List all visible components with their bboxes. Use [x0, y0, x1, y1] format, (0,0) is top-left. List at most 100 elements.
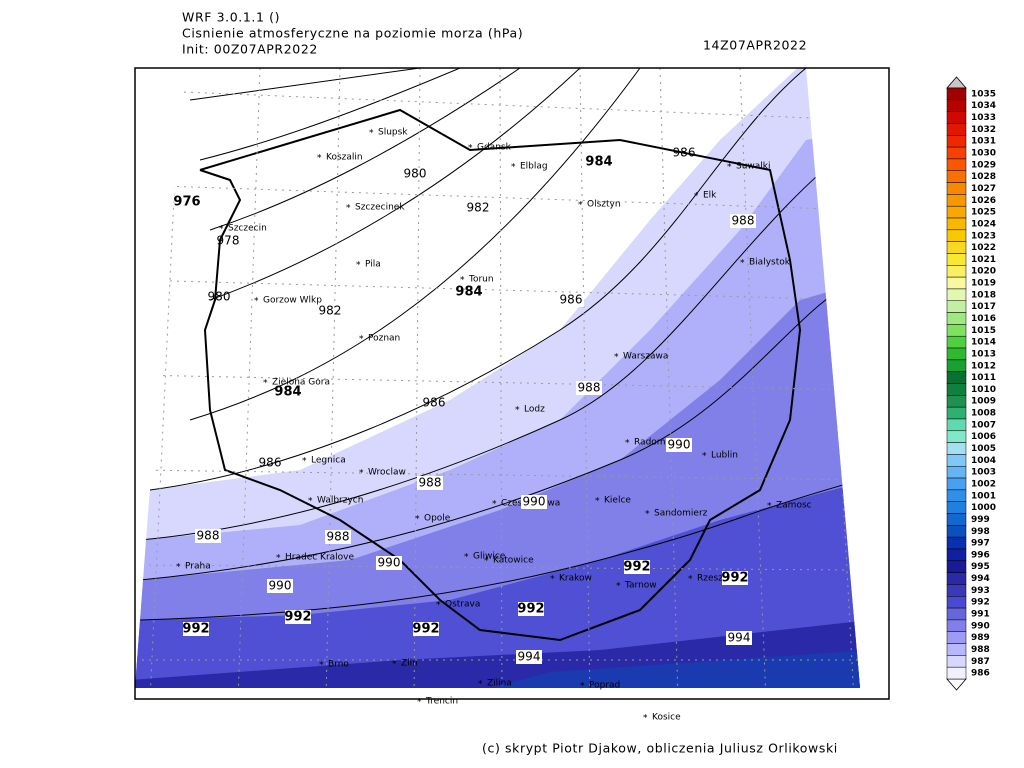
colorbar-label: 992 [971, 598, 990, 608]
contour-label: 978 [217, 234, 240, 248]
colorbar-swatch [946, 560, 967, 573]
graticule-line [135, 564, 860, 571]
contour-label-box [413, 622, 439, 636]
colorbar-swatch [946, 465, 967, 479]
city-label: Olsztyn [587, 200, 621, 210]
city-marker: * [625, 439, 630, 449]
contour-label: 990 [668, 438, 691, 452]
city-marker: * [369, 129, 374, 139]
graticule-line [499, 68, 503, 688]
colorbar-swatch [946, 123, 967, 136]
colorbar-swatch [946, 489, 967, 502]
colorbar-swatch [946, 655, 967, 668]
colorbar-swatch [946, 253, 967, 266]
contour-label-box [521, 495, 547, 509]
contour-label-box [722, 571, 748, 585]
city-marker: * [511, 163, 516, 173]
colorbar-swatch [946, 135, 967, 148]
city-label: Praha [185, 562, 211, 572]
city-label: Zielona Gora [272, 378, 330, 388]
contour-label-box [666, 438, 692, 452]
colorbar-label: 1008 [971, 409, 996, 419]
graticule-line [135, 279, 860, 301]
colorbar-label: 1013 [971, 349, 996, 359]
city-marker: * [550, 575, 555, 585]
city-marker: * [478, 680, 483, 690]
colorbar-label: 1001 [971, 491, 996, 501]
contour-label: 992 [517, 602, 544, 617]
city-label: Kosice [652, 713, 681, 723]
city-label: Opole [424, 514, 451, 524]
city-marker: * [319, 661, 324, 671]
colorbar-label: 989 [971, 633, 990, 643]
colorbar-swatch [946, 312, 967, 325]
colorbar-label: 1026 [971, 196, 996, 206]
city-label: Torun [468, 275, 494, 285]
colorbar-label: 1002 [971, 479, 996, 489]
graticule-line [325, 68, 341, 688]
contour-label: 980 [208, 290, 231, 304]
contour-label-box [183, 622, 209, 636]
colorbar-label: 1033 [971, 113, 996, 123]
city-label: Radom [634, 438, 666, 448]
city-marker: * [417, 698, 422, 708]
colorbar-swatch [946, 619, 967, 632]
city-marker: * [356, 261, 361, 271]
colorbar-swatch [946, 572, 967, 585]
isobar [139, 139, 860, 541]
contour-label-box [558, 293, 584, 307]
model-label: WRF 3.0.1.1 () [182, 10, 280, 25]
isobar [199, 68, 461, 161]
colorbar-swatch [946, 666, 967, 680]
colorbar-swatch [946, 335, 967, 349]
colorbar-swatch [946, 536, 967, 550]
colorbar-label: 1024 [971, 219, 996, 229]
contour-label: 984 [455, 285, 482, 300]
city-marker: * [464, 553, 469, 563]
colorbar-swatch [946, 146, 967, 160]
city-marker: * [415, 515, 420, 525]
contour-label: 994 [518, 650, 541, 664]
colorbar-swatch [946, 548, 967, 562]
colorbar-label: 995 [971, 562, 990, 572]
city-label: Poznan [368, 334, 400, 344]
borders [199, 108, 802, 642]
colorbar-label: 1028 [971, 172, 996, 182]
contour-label: 988 [732, 214, 755, 228]
band [450, 650, 860, 688]
colorbar-label: 990 [971, 621, 990, 631]
contour-label-box [285, 610, 311, 624]
city-marker: * [436, 601, 441, 611]
colorbar-label: 1015 [971, 326, 996, 336]
city-label: Elblag [520, 162, 548, 172]
city-label: Szczecin [228, 224, 267, 234]
colorbar-swatch [946, 359, 967, 372]
city-label: Rzeszow [697, 574, 736, 584]
colorbar-swatch [946, 607, 967, 621]
city-label: Tarnow [624, 581, 657, 591]
contour-label-box [195, 529, 221, 543]
contour-label: 990 [523, 495, 546, 509]
colorbar-swatch [946, 442, 967, 455]
colorbar-label: 1004 [971, 456, 996, 466]
contour-label: 986 [560, 293, 583, 307]
contour-label-box [576, 381, 602, 395]
city-label: Warszawa [623, 352, 668, 362]
colorbar-label: 999 [971, 515, 990, 525]
contour-label: 992 [412, 622, 439, 637]
colorbar-swatch [946, 406, 967, 420]
colorbar-label: 1014 [971, 338, 996, 348]
contour-label-box [726, 631, 752, 645]
colorbar-label: 1020 [971, 267, 996, 277]
colorbar-swatch [946, 584, 967, 597]
city-marker: * [595, 497, 600, 507]
graticule-line [135, 184, 860, 211]
colorbar-swatch [946, 87, 967, 101]
colorbar-swatch [946, 631, 967, 644]
colorbar-label: 1003 [971, 468, 996, 478]
contour-label: 988 [419, 476, 442, 490]
colorbar-label: 1017 [971, 302, 996, 312]
colorbar-label: 1006 [971, 432, 996, 442]
colorbar-swatch [946, 596, 967, 609]
contour-label: 990 [269, 579, 292, 593]
